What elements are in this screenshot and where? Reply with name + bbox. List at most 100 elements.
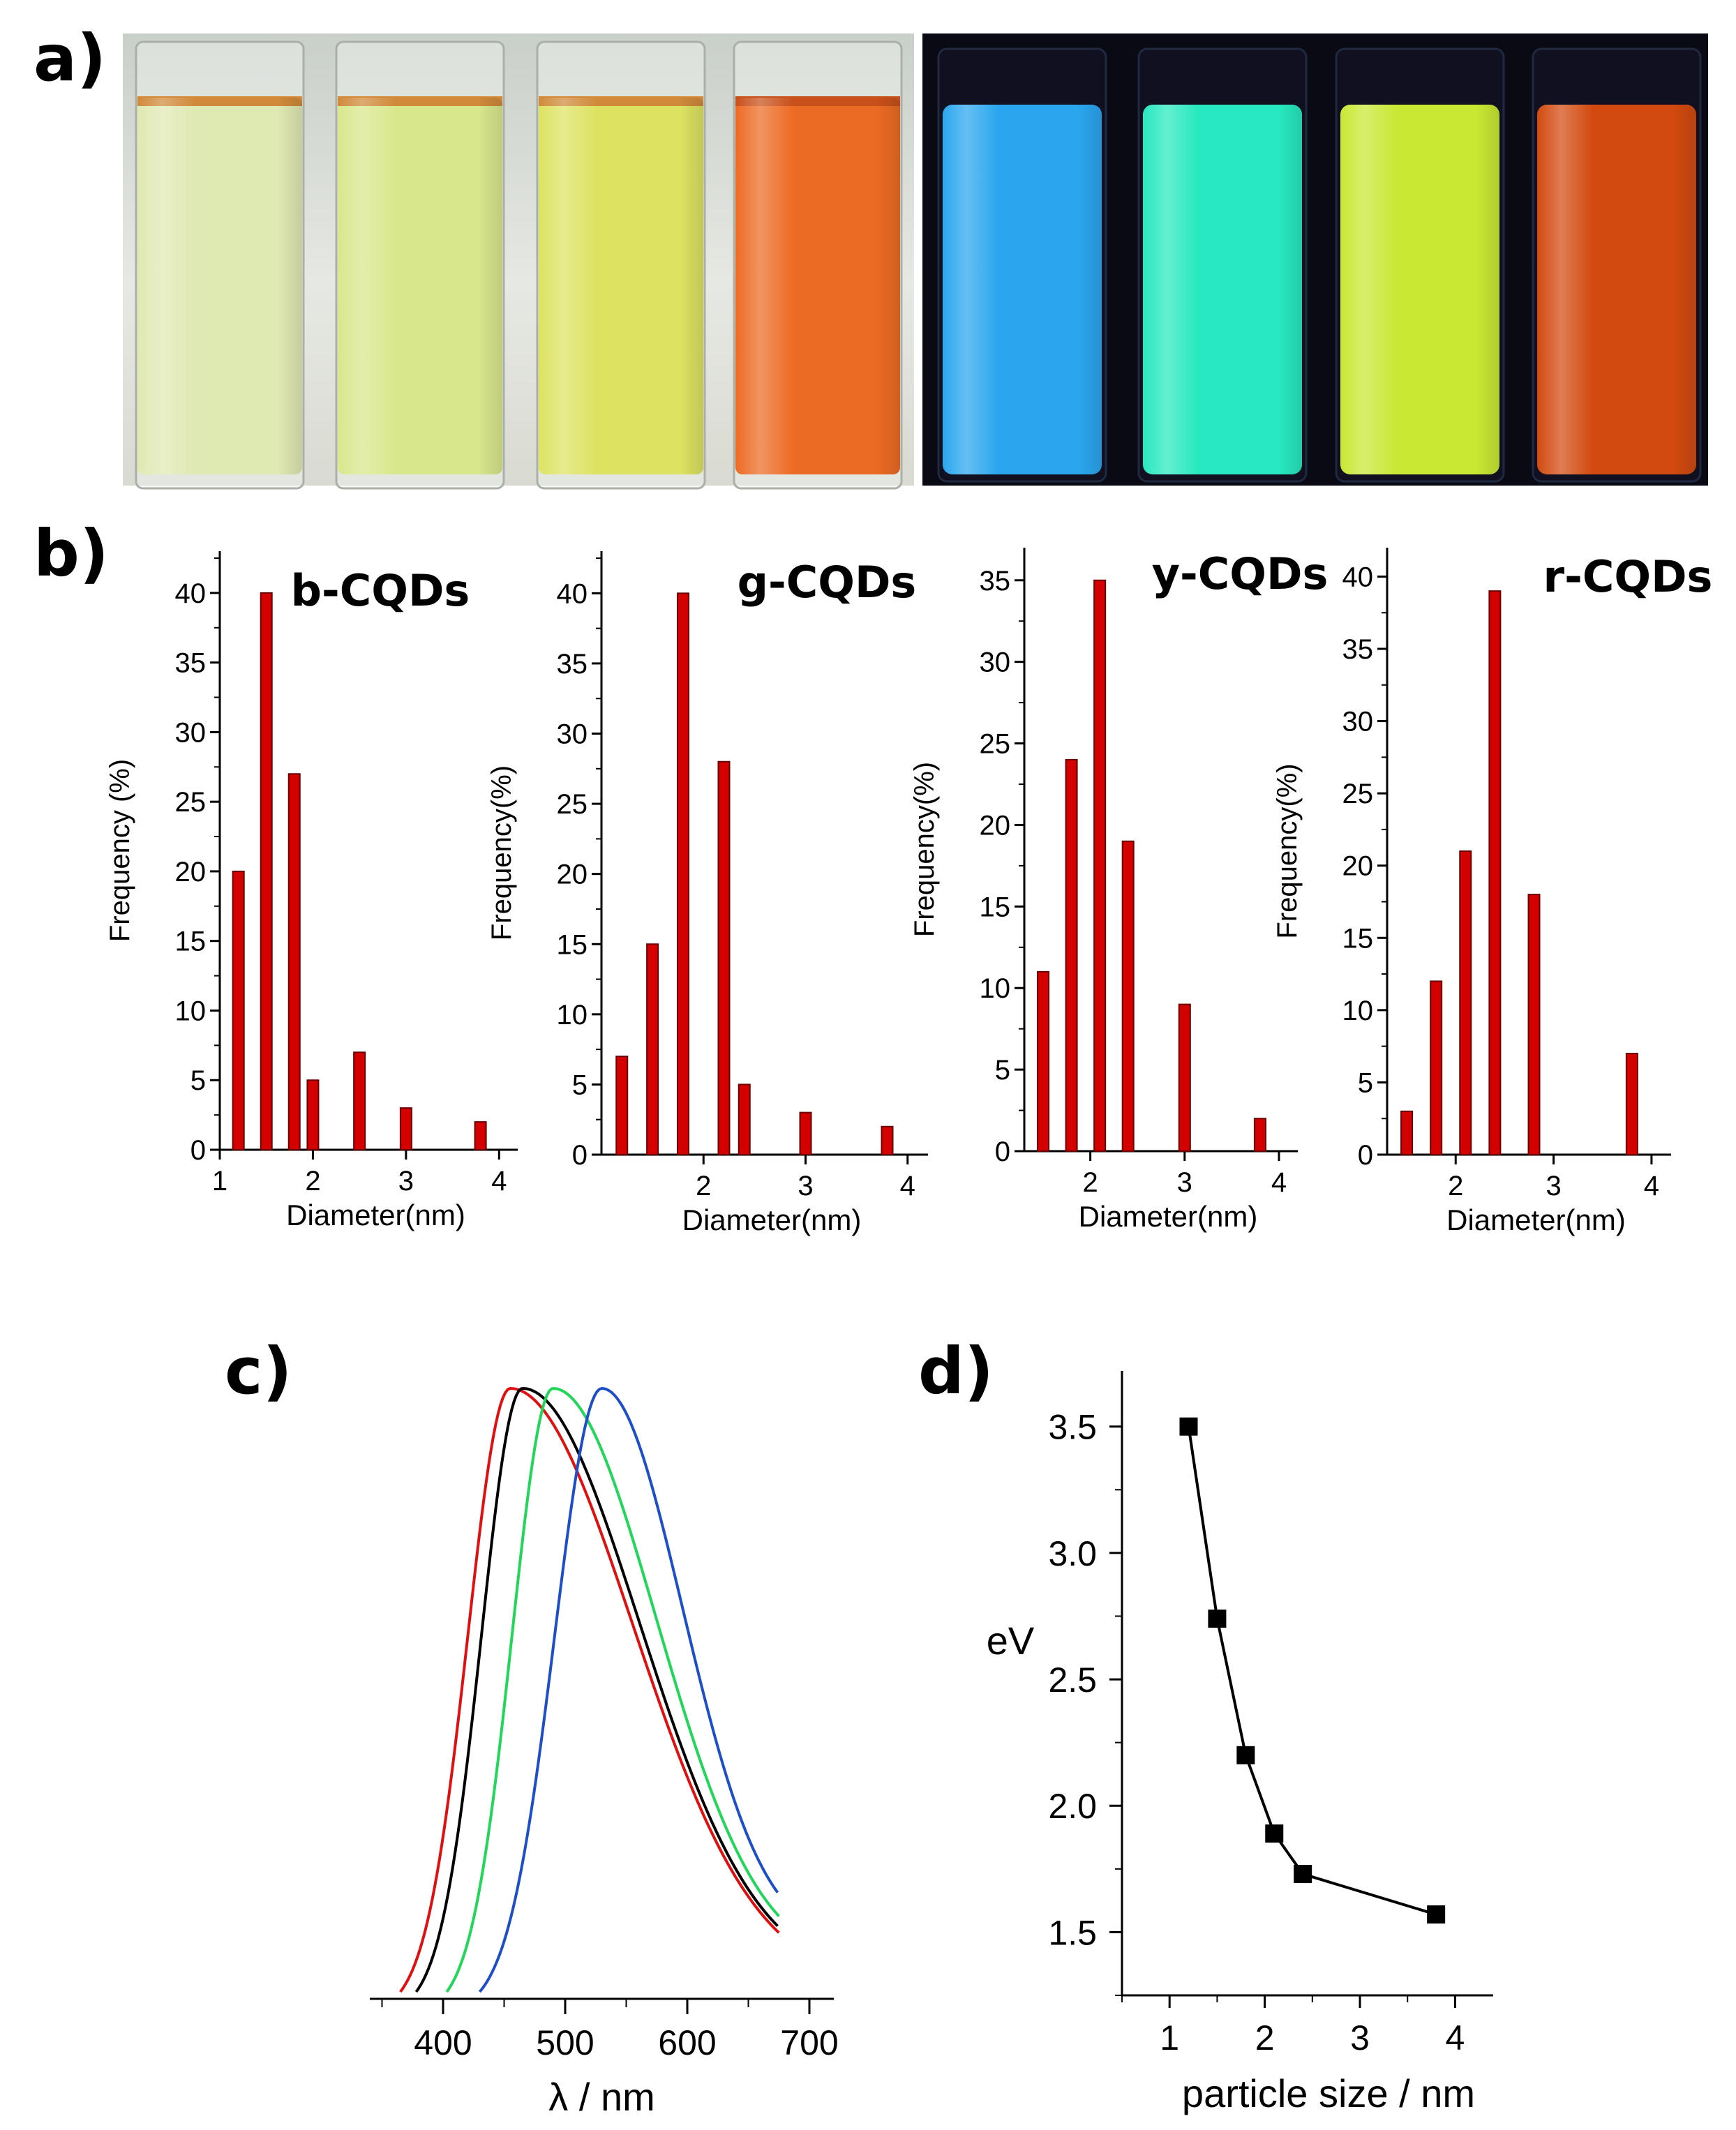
histogram-bar: [232, 870, 245, 1150]
y-tick-label: 20: [1342, 851, 1374, 882]
panel-label-c: c): [225, 1334, 292, 1409]
panel-label-a: a): [33, 21, 107, 96]
x-tick-label: 3: [1350, 2018, 1370, 2057]
histogram-bar: [1430, 980, 1443, 1156]
histogram-bar: [353, 1051, 366, 1150]
histogram-bar: [1037, 970, 1050, 1153]
y-tick-label: 2.5: [1048, 1660, 1097, 1700]
energy-point: [1265, 1824, 1284, 1843]
y-tick-label: 10: [980, 973, 1011, 1004]
y-tick-label: 35: [980, 566, 1011, 597]
chart-title: b-CQDs: [291, 565, 470, 616]
y-tick-label: 15: [175, 927, 207, 957]
panel-label-b: b): [33, 516, 109, 591]
histogram-bar: [615, 1056, 629, 1155]
histogram-bar: [399, 1107, 412, 1150]
x-tick-label: 500: [536, 2023, 594, 2062]
x-tick-label: 2: [696, 1171, 711, 1201]
histogram-bar: [1488, 590, 1502, 1155]
histogram-r-CQDs: 0 5 10 15 20 25 30 35 40 2 3 4 Diameter(nm) Frequency…: [1272, 548, 1712, 1236]
x-tick-label: 2: [1255, 2018, 1275, 2057]
y-axis-label: eV: [987, 1619, 1035, 1663]
energy-chart: 1.5 2.0 2.5 3.0 3.5 1 2 3 4 particle size / nm eV: [987, 1371, 1493, 2115]
histogram-bar: [677, 592, 689, 1155]
x-tick-label: 2: [1082, 1167, 1098, 1198]
histogram-bar: [1121, 840, 1135, 1152]
y-tick-label: 0: [572, 1140, 588, 1171]
histogram-bar: [1178, 1003, 1191, 1153]
y-tick-label: 15: [1342, 923, 1374, 954]
y-tick-label: 40: [1342, 562, 1374, 592]
spectra-chart: 400 500 600 700 λ / nm: [370, 1386, 839, 2119]
y-tick-label: 20: [980, 810, 1011, 841]
y-tick-label: 25: [1342, 779, 1374, 809]
x-axis-label: Diameter(nm): [1446, 1203, 1626, 1236]
histogram-g-CQDs: 0 5 10 15 20 25 30 35 40 2 3 4 Diameter(nm) Frequency…: [486, 551, 928, 1236]
y-tick-label: 5: [1358, 1067, 1373, 1098]
histogram-bar: [799, 1111, 812, 1155]
x-axis-label: λ / nm: [548, 2075, 654, 2119]
vial-shine: [1143, 105, 1302, 474]
y-tick-label: 1.5: [1048, 1913, 1097, 1952]
energy-point: [1236, 1746, 1255, 1764]
vial-shine: [735, 98, 900, 474]
energy-point: [1208, 1610, 1227, 1628]
y-tick-label: 3.5: [1048, 1408, 1097, 1447]
spectrum-line-red: [399, 1386, 780, 1993]
energy-point: [1179, 1417, 1198, 1436]
histogram-bar: [1253, 1118, 1266, 1153]
y-tick-label: 30: [557, 719, 588, 750]
y-tick-label: 40: [557, 578, 588, 609]
panel-label-d: d): [918, 1334, 994, 1409]
y-tick-label: 25: [557, 789, 588, 820]
histogram-bar: [1065, 758, 1078, 1152]
y-tick-label: 10: [1342, 996, 1374, 1026]
vial-shine: [1340, 105, 1499, 474]
x-tick-label: 3: [1546, 1171, 1561, 1201]
histogram-bar: [881, 1125, 894, 1156]
vial-shine: [1537, 105, 1696, 474]
histogram-bar: [306, 1079, 320, 1150]
y-tick-label: 10: [175, 996, 207, 1026]
x-tick-label: 4: [1271, 1167, 1287, 1198]
histogram-bar: [260, 592, 273, 1150]
histogram-bar: [474, 1121, 487, 1150]
spectrum-line-green: [445, 1387, 780, 1993]
x-tick-label: 1: [1160, 2018, 1179, 2057]
y-tick-label: 25: [175, 787, 207, 818]
y-tick-label: 0: [190, 1135, 206, 1166]
y-tick-label: 30: [980, 647, 1011, 678]
x-tick-label: 4: [1446, 2018, 1465, 2057]
histogram-y-CQDs: 0 5 10 15 20 25 30 35 2 3 4 Diameter(nm) Frequency(%…: [909, 548, 1328, 1233]
y-tick-label: 5: [190, 1065, 206, 1096]
y-tick-label: 10: [557, 1000, 588, 1030]
y-axis-label: Frequency(%): [1272, 763, 1303, 938]
y-tick-label: 35: [1342, 634, 1374, 665]
y-tick-label: 0: [1358, 1140, 1373, 1171]
histogram-bar: [1093, 579, 1107, 1152]
x-tick-label: 1: [212, 1166, 227, 1197]
histogram-bar: [1527, 894, 1541, 1155]
y-tick-label: 40: [175, 578, 207, 609]
histogram-bar: [287, 773, 301, 1151]
x-tick-label: 400: [414, 2023, 472, 2062]
y-tick-label: 0: [995, 1137, 1010, 1167]
x-axis-label: Diameter(nm): [682, 1203, 862, 1236]
energy-point: [1427, 1905, 1446, 1924]
spectrum-line-black: [414, 1386, 779, 1993]
x-tick-label: 3: [398, 1166, 414, 1197]
y-tick-label: 30: [175, 717, 207, 748]
histogram-bar: [646, 943, 659, 1156]
histogram-b-CQDs: 0 5 10 15 20 25 30 35 40 1 2 3 4 Diameter(nm) Frequenc…: [105, 551, 518, 1231]
chart-title: y-CQDs: [1152, 548, 1329, 599]
y-tick-label: 5: [995, 1055, 1010, 1086]
x-axis-label: particle size / nm: [1182, 2071, 1475, 2115]
x-tick-label: 600: [658, 2023, 716, 2062]
vial-shine: [943, 105, 1102, 474]
chart-title: r-CQDs: [1543, 551, 1713, 602]
histogram-bar: [1459, 850, 1472, 1155]
y-tick-label: 15: [980, 892, 1011, 922]
y-tick-label: 5: [572, 1070, 588, 1100]
